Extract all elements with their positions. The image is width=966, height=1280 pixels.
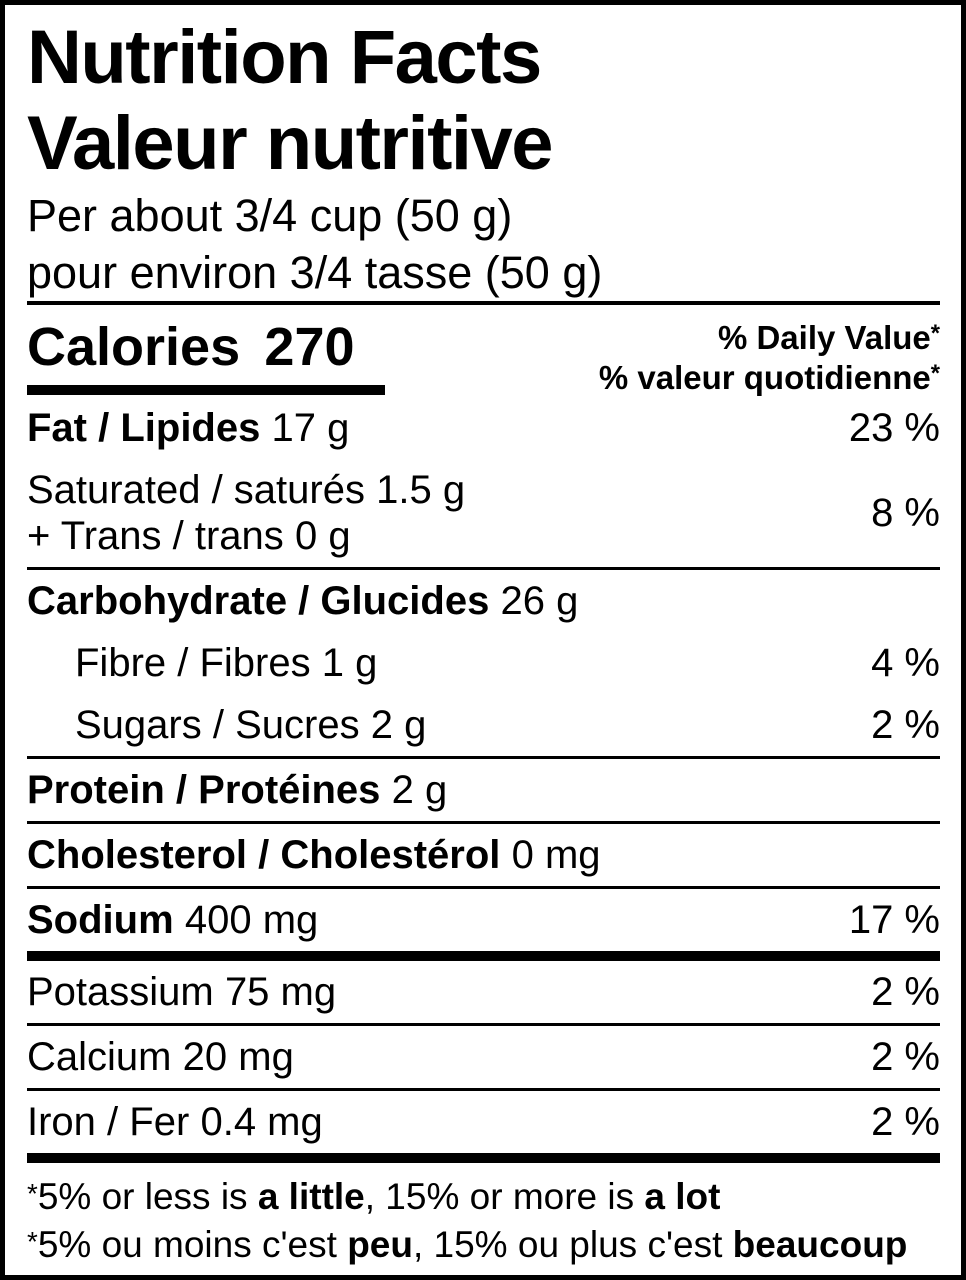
trans-line: + Trans / trans 0 g [27,513,465,559]
row-potassium: Potassium 75 mg 2 % [27,951,940,1023]
protein-label: Protein / Protéines 2 g [27,767,447,813]
nutrient-name: Calcium [27,1035,172,1079]
nutrient-amount: 1.5 g [376,468,466,512]
daily-value-percent: 4 % [871,641,940,685]
footnote-emphasis: beaucoup [732,1224,908,1265]
footnote-text: 5% ou moins c'est [37,1224,348,1265]
nutrient-amount: 75 mg [224,970,337,1014]
nutrient-name: Carbohydrate / Glucides [27,579,490,623]
daily-value-text-fr: % valeur quotidienne [598,359,931,396]
nutrient-name: Fat / Lipides [27,406,261,450]
row-fat: Fat / Lipides 17 g 23 % [27,397,940,459]
daily-value-header-fr: % valeur quotidienne* [599,359,940,397]
asterisk-en: * [930,319,940,347]
nutrient-amount: 0 mg [511,833,601,877]
nutrient-amount: 2 g [370,703,427,747]
serving-size-en: Per about 3/4 cup (50 g) [27,190,513,241]
calories-row: Calories 270 [27,317,385,377]
title-en: Nutrition Facts [27,15,542,100]
calories-block: Calories 270 [27,317,385,395]
daily-value-header-en: % Daily Value* [599,319,940,357]
calcium-label: Calcium 20 mg [27,1034,294,1080]
daily-value-percent: 17 % [848,898,940,942]
calories-label: Calories [27,317,241,377]
daily-value-text-en: % Daily Value [717,319,931,356]
nutrient-name: Sodium [27,898,174,942]
daily-value-percent: 2 % [871,703,940,747]
nutrient-amount: 0.4 mg [200,1100,323,1144]
nutrient-amount: 1 g [321,641,378,685]
footnote-text: , 15% ou plus c'est [412,1224,733,1265]
footnote-emphasis: peu [347,1224,413,1265]
carbohydrate-label: Carbohydrate / Glucides 26 g [27,578,578,624]
row-saturated-trans: Saturated / saturés 1.5 g + Trans / trans… [27,459,940,567]
saturated-trans-lines: Saturated / saturés 1.5 g + Trans / trans… [27,467,465,559]
calories-section: Calories 270 % Daily Value* % valeur quot… [27,305,940,397]
footnotes-section: *5% or less is a little, 15% or more is … [27,1153,940,1269]
daily-value-percent: 2 % [871,1100,940,1144]
row-sugars: Sugars / Sucres 2 g 2 % [27,694,940,756]
row-cholesterol: Cholesterol / Cholestérol 0 mg [27,821,940,886]
footnote-text: , 15% or more is [364,1176,645,1217]
footnote-text: 5% or less is [37,1176,258,1217]
nutrient-amount: 17 g [271,406,350,450]
nutrient-name: Potassium [27,970,214,1014]
nutrient-name: Protein / Protéines [27,768,381,812]
daily-value-percent: 2 % [871,1035,940,1079]
footnote-en: *5% or less is a little, 15% or more is … [27,1173,940,1221]
footnote-fr: *5% ou moins c'est peu, 15% ou plus c'es… [27,1221,940,1269]
footnote-asterisk-fr: * [27,1225,38,1257]
sugars-label: Sugars / Sucres 2 g [75,702,426,748]
nutrient-name: Sugars / Sucres [75,703,360,747]
calories-underline [27,385,385,395]
row-calcium: Calcium 20 mg 2 % [27,1023,940,1088]
daily-value-percent: 2 % [871,970,940,1014]
daily-value-percent: 8 % [871,491,940,535]
cholesterol-label: Cholesterol / Cholestérol 0 mg [27,832,601,878]
nutrient-name: Cholesterol / Cholestérol [27,833,501,877]
nutrient-amount: 2 g [391,768,448,812]
fibre-label: Fibre / Fibres 1 g [75,640,377,686]
sodium-label: Sodium 400 mg [27,897,318,943]
serving-size-fr: pour environ 3/4 tasse (50 g) [27,247,603,298]
footnote-asterisk-en: * [27,1177,38,1209]
nutrient-name: + Trans / trans [27,514,284,558]
asterisk-fr: * [930,359,940,387]
nutrient-name: Saturated / saturés [27,468,365,512]
label-header: Nutrition Facts Valeur nutritive Per abo… [27,5,940,305]
nutrient-name: Fibre / Fibres [75,641,311,685]
nutrient-name: Iron / Fer [27,1100,190,1144]
daily-value-percent: 23 % [848,406,940,450]
calories-value: 270 [264,317,355,377]
potassium-label: Potassium 75 mg [27,969,336,1015]
nutrient-amount: 400 mg [184,898,319,942]
iron-label: Iron / Fer 0.4 mg [27,1099,323,1145]
footnote-emphasis: a lot [644,1176,721,1217]
fat-label: Fat / Lipides 17 g [27,405,349,451]
row-iron: Iron / Fer 0.4 mg 2 % [27,1088,940,1153]
saturated-line: Saturated / saturés 1.5 g [27,467,465,513]
row-carbohydrate: Carbohydrate / Glucides 26 g [27,567,940,632]
row-fibre: Fibre / Fibres 1 g 4 % [27,632,940,694]
title-fr: Valeur nutritive [27,101,554,186]
row-protein: Protein / Protéines 2 g [27,756,940,821]
row-sodium: Sodium 400 mg 17 % [27,886,940,951]
nutrient-amount: 20 mg [182,1035,294,1079]
daily-value-header: % Daily Value* % valeur quotidienne* [599,317,940,397]
nutrient-amount: 0 g [294,514,351,558]
nutrient-amount: 26 g [500,579,579,623]
footnote-emphasis: a little [257,1176,365,1217]
